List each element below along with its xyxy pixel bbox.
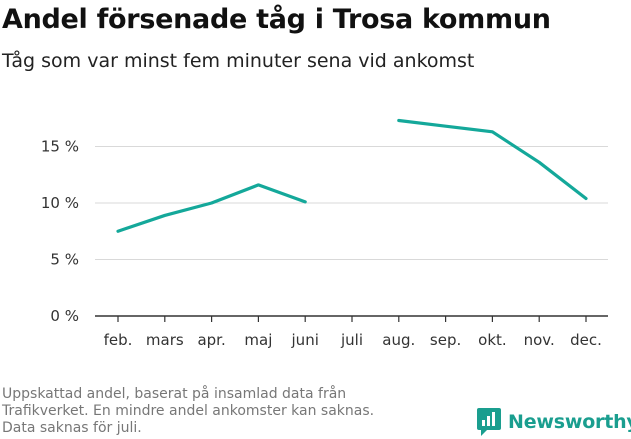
y-tick-label: 0 %: [50, 307, 79, 325]
x-tick-label: aug.: [382, 331, 415, 349]
chart-title: Andel försenade tåg i Trosa kommun: [2, 4, 551, 35]
footnote: Uppskattad andel, baserat på insamlad da…: [2, 386, 442, 437]
x-tick-label: mars: [146, 331, 184, 349]
x-axis-ticks: [117, 316, 587, 322]
line-chart: 0 % 5 % 10 % 15 % feb. mars apr. maj juni juli au…: [41, 118, 608, 349]
x-tick-label: apr.: [197, 331, 225, 349]
x-tick-label: feb.: [104, 331, 133, 349]
y-tick-label: 10 %: [41, 194, 79, 212]
x-tick-label: juni: [291, 331, 319, 349]
series-lines: [116, 118, 588, 233]
gridlines: [95, 146, 608, 317]
x-tick-label: dec.: [570, 331, 602, 349]
y-tick-label: 15 %: [41, 138, 79, 156]
series-line-segment: [397, 118, 588, 201]
footnote-line-3: Data saknas för juli.: [2, 420, 142, 436]
x-tick-label: juli: [340, 331, 363, 349]
brand-name: Newsworthy: [508, 411, 631, 433]
chart-subtitle: Tåg som var minst fem minuter sena vid a…: [2, 50, 475, 72]
x-tick-label: maj: [244, 331, 272, 349]
newsworthy-logo: Newsworthy: [476, 406, 631, 438]
x-tick-label: okt.: [478, 331, 507, 349]
x-axis-labels: feb. mars apr. maj juni juli aug. sep. okt. nov. d…: [104, 331, 602, 349]
footnote-line-1: Uppskattad andel, baserat på insamlad da…: [2, 386, 347, 402]
y-tick-label: 5 %: [50, 251, 79, 269]
x-tick-label: sep.: [430, 331, 461, 349]
footnote-line-2: Trafikverket. En mindre andel ankomster …: [2, 403, 375, 419]
chart-bubble-icon: [477, 408, 501, 436]
x-tick-label: nov.: [524, 331, 555, 349]
series-line-segment: [116, 183, 307, 233]
y-axis-labels: 0 % 5 % 10 % 15 %: [41, 138, 79, 326]
